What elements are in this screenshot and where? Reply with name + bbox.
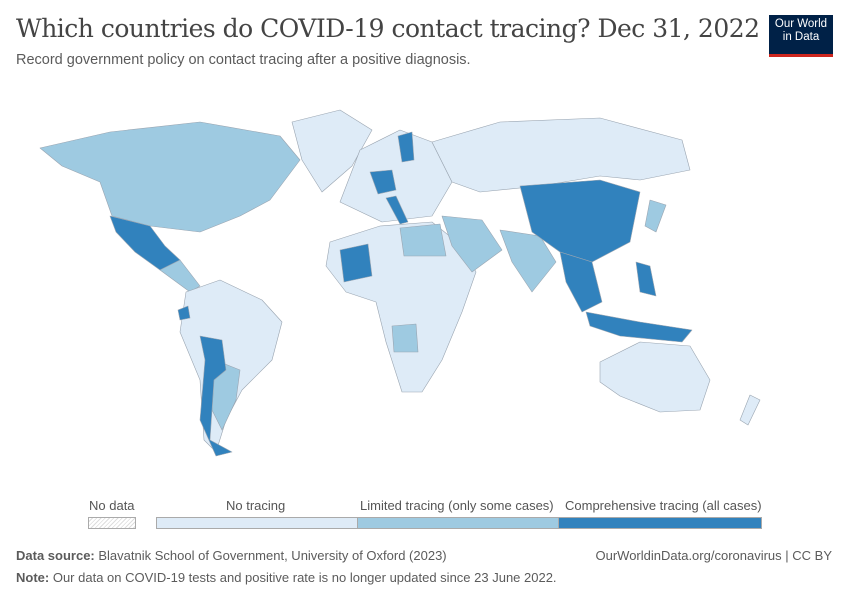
data-source: Data source: Blavatnik School of Governm… <box>16 548 447 563</box>
region-central-america[interactable] <box>159 259 201 293</box>
region-india[interactable] <box>499 229 557 293</box>
region-middle-east[interactable] <box>441 215 503 273</box>
region-finland[interactable] <box>397 131 415 163</box>
world-map[interactable] <box>0 90 850 490</box>
region-angola[interactable] <box>391 323 419 353</box>
legend-swatch-comprehensive <box>558 517 762 529</box>
region-russia[interactable] <box>431 117 691 193</box>
legend-no-data-label: No data <box>89 498 135 513</box>
legend-label-comprehensive: Comprehensive tracing (all cases) <box>565 498 762 513</box>
chart-subtitle: Record government policy on contact trac… <box>16 52 471 68</box>
region-mali[interactable] <box>339 243 373 283</box>
legend-no-data-swatch <box>88 517 136 529</box>
region-ecuador[interactable] <box>177 305 191 321</box>
chart-title: Which countries do COVID-19 contact trac… <box>16 14 760 43</box>
note-text: Our data on COVID-19 tests and positive … <box>52 570 557 585</box>
region-china[interactable] <box>519 179 641 263</box>
region-southeast-asia[interactable] <box>559 251 603 313</box>
note: Note: Our data on COVID-19 tests and pos… <box>16 570 557 585</box>
legend-label-no-tracing: No tracing <box>226 498 286 513</box>
region-italy[interactable] <box>385 195 409 225</box>
region-new-zealand[interactable] <box>739 394 761 426</box>
region-north-america[interactable] <box>39 121 301 233</box>
legend-swatch-limited <box>357 517 559 529</box>
legend-label-limited: Limited tracing (only some cases) <box>360 498 554 513</box>
source-text: Blavatnik School of Government, Universi… <box>98 548 447 563</box>
region-indonesia[interactable] <box>585 311 693 343</box>
source-label: Data source: <box>16 548 95 563</box>
region-north-africa[interactable] <box>399 223 447 257</box>
map-legend: No data No tracing Limited tracing (only… <box>0 496 850 536</box>
region-japan[interactable] <box>644 199 667 233</box>
region-central-europe[interactable] <box>369 169 397 195</box>
note-label: Note: <box>16 570 50 585</box>
legend-swatch-no-tracing <box>156 517 358 529</box>
owid-logo[interactable]: Our World in Data <box>769 15 833 57</box>
source-link[interactable]: OurWorldinData.org/coronavirus | CC BY <box>595 548 832 563</box>
region-greenland[interactable] <box>291 109 373 193</box>
region-philippines[interactable] <box>635 261 657 297</box>
region-south-america[interactable] <box>179 279 283 453</box>
region-chile-bolivia[interactable] <box>199 335 233 457</box>
region-australia[interactable] <box>599 341 711 413</box>
